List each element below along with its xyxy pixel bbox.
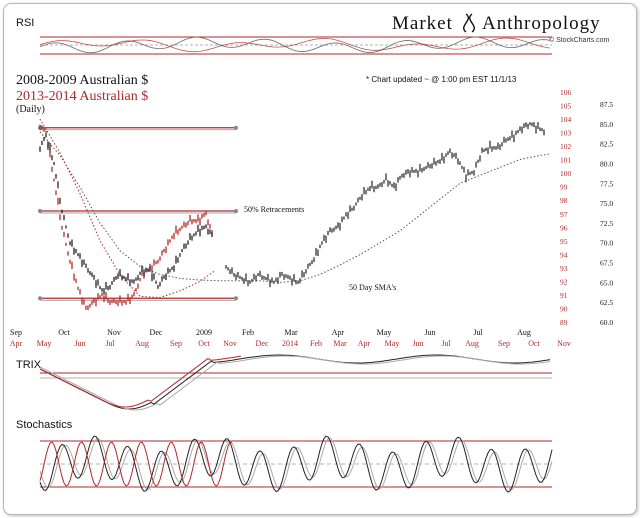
retracement-dot	[234, 125, 238, 130]
rsi-label: RSI	[16, 17, 34, 29]
black-axis-tick: 60.0	[600, 318, 613, 327]
black-axis-tick: 72.5	[600, 219, 613, 228]
price-panel	[38, 118, 551, 311]
black-axis-tick: 62.5	[600, 298, 613, 307]
x-tick-red: Jul	[105, 339, 115, 348]
brand-credit: © StockCharts.com	[549, 36, 610, 44]
x-tick-black: May	[377, 328, 392, 337]
retracement-label: 50% Retracements	[244, 205, 304, 214]
retracement-dot	[38, 209, 42, 214]
x-tick-red: Nov	[557, 339, 571, 348]
x-tick-red: Aug	[135, 339, 149, 348]
red-axis-tick: 91	[560, 291, 568, 300]
sma-red-line	[39, 118, 216, 299]
rsi-line-black	[39, 36, 551, 54]
x-tick-black: Nov	[107, 328, 121, 337]
x-tick-red: 2014	[282, 339, 298, 348]
x-tick-black: Aug	[517, 328, 531, 337]
x-tick-black: Jul	[473, 328, 483, 337]
stochastics-label: Stochastics	[16, 419, 73, 431]
x-tick-red: Oct	[198, 339, 210, 348]
dna-icon	[463, 13, 475, 33]
right-axes: 106 105 104 103 102 101 100 99 98 97 96 95 94 93 92 91 9…	[560, 88, 613, 327]
retracement-dot	[38, 296, 42, 301]
x-tick-red: Nov	[223, 339, 237, 348]
x-tick-red: Feb	[310, 339, 322, 348]
stoch-line-black	[39, 435, 553, 493]
chart-canvas: RSI Market Anthropology © StockCharts.co…	[10, 13, 613, 493]
x-tick-red: May	[37, 339, 52, 348]
x-tick-red: Dec	[256, 339, 269, 348]
x-tick-red: Jun	[412, 339, 423, 348]
x-tick-red: Jun	[74, 339, 85, 348]
x-tick-red: Aug	[465, 339, 479, 348]
x-tick-red: Sep	[170, 339, 182, 348]
red-axis-tick: 90	[560, 304, 568, 313]
trix-line-red	[39, 355, 242, 408]
x-tick-black: Jun	[424, 328, 435, 337]
x-axes: Sep Oct Nov Dec 2009 Feb Mar Apr May Jun Jul Aug Apr…	[10, 328, 571, 348]
brand-market: Market	[392, 13, 453, 34]
black-axis-tick: 82.5	[600, 140, 613, 149]
trix-line-black	[39, 354, 551, 410]
legend-period: (Daily)	[16, 104, 45, 115]
retracement-dot	[234, 209, 238, 214]
red-axis-tick: 96	[560, 223, 568, 232]
trix-panel	[39, 354, 552, 411]
black-axis-tick: 67.5	[600, 259, 613, 268]
rsi-line-red	[39, 37, 551, 53]
x-tick-black: Dec	[150, 328, 163, 337]
trix-label: TRIX	[16, 359, 42, 371]
brand-anthropology: Anthropology	[482, 13, 601, 34]
legend-series2: 2013-2014 Australian $	[16, 89, 148, 104]
update-note: * Chart updated ~ @ 1:00 pm EST 11/1/13	[366, 75, 517, 84]
x-tick-black: Feb	[242, 328, 254, 337]
chart-frame: RSI Market Anthropology © StockCharts.co…	[3, 3, 637, 515]
black-axis-tick: 80.0	[600, 159, 613, 168]
red-axis-tick: 92	[560, 277, 568, 286]
red-axis-tick: 89	[560, 318, 568, 327]
black-axis-tick: 70.0	[600, 239, 613, 248]
x-tick-black: Sep	[10, 328, 22, 337]
sma-label: 50 Day SMA's	[349, 283, 396, 292]
x-tick-red: Sep	[498, 339, 510, 348]
stochastics-panel	[39, 435, 553, 493]
red-axis-tick: 95	[560, 237, 568, 246]
black-axis-tick: 77.5	[600, 179, 613, 188]
black-axis-tick: 65.0	[600, 278, 613, 287]
x-tick-red: May	[385, 339, 400, 348]
legend-series1: 2008-2009 Australian $	[16, 73, 148, 88]
black-axis-tick: 85.0	[600, 120, 613, 129]
black-axis-tick: 75.0	[600, 199, 613, 208]
red-axis-tick: 98	[560, 196, 568, 205]
retracement-dot	[234, 296, 238, 301]
x-tick-red: Mar	[333, 339, 347, 348]
x-tick-black: Mar	[284, 328, 298, 337]
red-axis-tick: 100	[560, 169, 572, 178]
red-axis-tick: 101	[560, 156, 572, 165]
black-axis-tick: 87.5	[600, 100, 613, 109]
red-axis-tick: 102	[560, 142, 572, 151]
brand-logo: Market Anthropology © StockCharts.com	[392, 13, 610, 44]
x-tick-black: Apr	[332, 328, 345, 337]
red-axis-tick: 106	[560, 88, 572, 97]
x-tick-red: Oct	[528, 339, 540, 348]
x-tick-red: Apr	[358, 339, 371, 348]
x-tick-red: Jul	[441, 339, 451, 348]
red-axis-tick: 99	[560, 183, 568, 192]
x-tick-black: 2009	[196, 328, 212, 337]
stoch-line-red	[39, 441, 233, 487]
red-axis-tick: 103	[560, 129, 572, 138]
red-axis-tick: 104	[560, 115, 572, 124]
x-tick-black: Oct	[58, 328, 70, 337]
rsi-panel	[39, 36, 552, 55]
trix-signal-line	[39, 355, 551, 411]
red-axis-tick: 93	[560, 264, 568, 273]
x-tick-red: Apr	[10, 339, 23, 348]
red-axis-tick: 97	[560, 210, 568, 219]
red-axis-tick: 105	[560, 102, 572, 111]
red-axis-tick: 94	[560, 250, 568, 259]
